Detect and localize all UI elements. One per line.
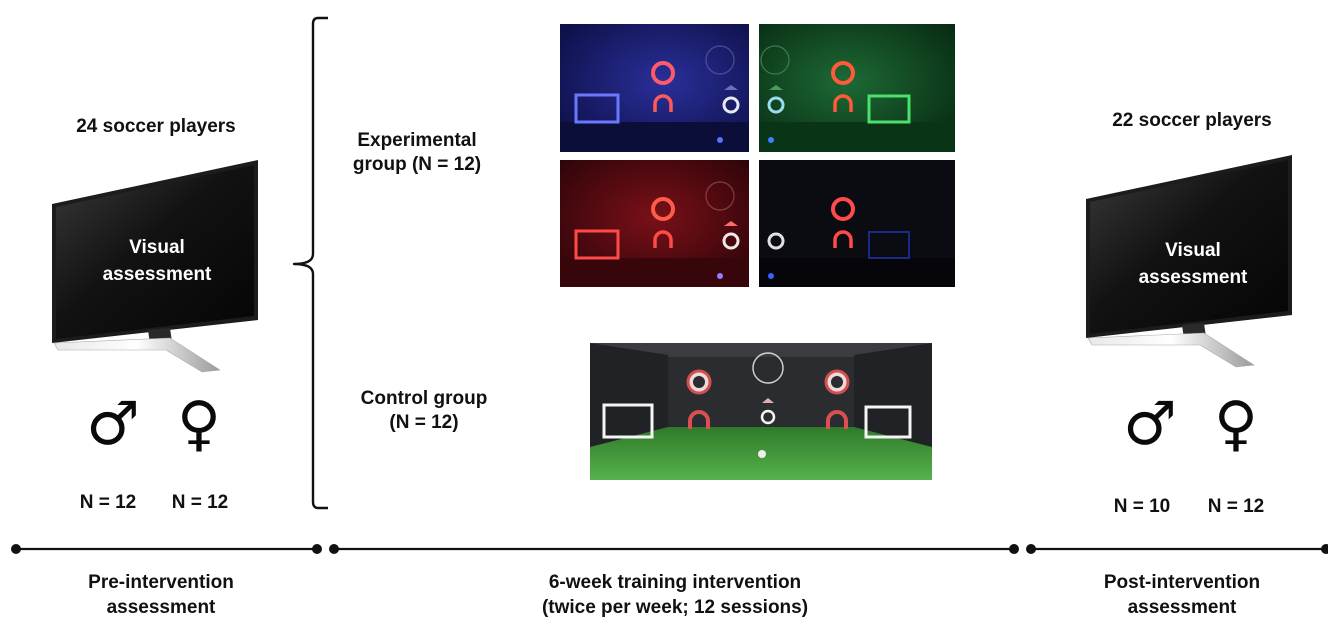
experimental-photo-blue	[560, 24, 749, 152]
experimental-photo-dark	[759, 160, 955, 287]
control-photo-field	[590, 343, 932, 480]
experimental-group-label: Experimental group (N = 12)	[322, 129, 512, 177]
female-symbol-icon: ♀	[1214, 389, 1258, 459]
experimental-group-line2: group (N = 12)	[352, 154, 482, 175]
timeline-dot	[329, 544, 339, 554]
male-symbol-icon: ♂	[86, 389, 140, 459]
pre-intervention-label: Pre-intervention assessment	[50, 570, 272, 620]
pre-players-count: 24 soccer players	[76, 116, 236, 137]
timeline-dot	[1026, 544, 1036, 554]
female-symbol-icon: ♀	[177, 389, 221, 459]
tv-monitor-icon	[52, 160, 258, 373]
post-tv-text: Visual assessment	[1098, 237, 1288, 291]
intervention-line2: (twice per week; 12 sessions)	[541, 597, 809, 618]
pre-tv-text: Visual assessment	[62, 234, 252, 288]
pre-intervention-line1: Pre-intervention	[88, 572, 234, 593]
tv-text-line1: Visual	[1165, 240, 1221, 261]
tv-monitor-icon	[1086, 155, 1292, 368]
post-tv-monitor	[1082, 155, 1298, 370]
control-group-line2: (N = 12)	[389, 412, 459, 433]
tv-text-line2: assessment	[1138, 267, 1248, 288]
timeline	[0, 538, 1328, 560]
pre-tv-monitor	[48, 160, 264, 375]
timeline-dot	[312, 544, 322, 554]
post-female-count: N = 12	[1207, 496, 1265, 517]
post-intervention-label: Post-intervention assessment	[1066, 570, 1298, 620]
post-male-count: N = 10	[1113, 496, 1171, 517]
control-group-label: Control group (N = 12)	[330, 387, 518, 435]
experimental-group-line1: Experimental	[357, 130, 477, 151]
timeline-dot	[1321, 544, 1328, 554]
post-intervention-line1: Post-intervention	[1103, 572, 1261, 593]
tv-text-line1: Visual	[129, 237, 185, 258]
pre-intervention-line2: assessment	[106, 597, 216, 618]
group-brace	[288, 16, 332, 510]
control-group-line1: Control group	[360, 388, 488, 409]
timeline-dot	[1009, 544, 1019, 554]
experimental-photo-green	[759, 24, 955, 152]
post-intervention-line2: assessment	[1127, 597, 1237, 618]
pre-male-count: N = 12	[79, 492, 137, 513]
male-symbol-icon: ♂	[1123, 389, 1177, 459]
tv-text-line2: assessment	[102, 264, 212, 285]
intervention-label: 6-week training intervention (twice per …	[500, 570, 850, 620]
intervention-line1: 6-week training intervention	[548, 572, 802, 593]
timeline-dot	[11, 544, 21, 554]
experimental-photo-red	[560, 160, 749, 287]
post-players-count: 22 soccer players	[1112, 110, 1272, 131]
pre-female-count: N = 12	[171, 492, 229, 513]
